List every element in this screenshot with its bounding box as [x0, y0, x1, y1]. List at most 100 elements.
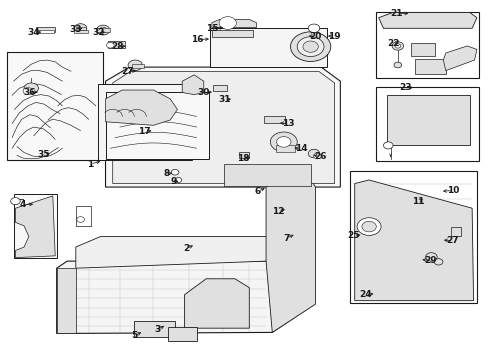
- Bar: [376, 12, 478, 78]
- Bar: [7, 52, 103, 159]
- Circle shape: [425, 253, 436, 261]
- Text: 34: 34: [27, 28, 40, 37]
- Bar: [76, 207, 91, 226]
- Text: 21: 21: [390, 9, 402, 18]
- Bar: [74, 30, 88, 32]
- Text: 5: 5: [131, 332, 137, 341]
- Polygon shape: [182, 75, 203, 95]
- Bar: [449, 226, 460, 237]
- Text: 23: 23: [398, 83, 410, 92]
- Text: 27: 27: [446, 236, 458, 245]
- Circle shape: [276, 136, 290, 147]
- Text: 33: 33: [69, 24, 82, 33]
- Bar: [263, 117, 285, 123]
- Bar: [134, 321, 175, 337]
- Circle shape: [393, 62, 401, 68]
- Text: 20: 20: [308, 32, 321, 41]
- Text: 36: 36: [23, 88, 36, 97]
- Bar: [39, 30, 54, 33]
- Circle shape: [24, 83, 39, 94]
- Circle shape: [391, 42, 403, 50]
- Circle shape: [74, 24, 87, 33]
- Text: 27: 27: [121, 67, 133, 76]
- Circle shape: [106, 42, 114, 48]
- Bar: [105, 92, 208, 159]
- Text: 22: 22: [386, 39, 399, 48]
- Text: 7: 7: [283, 234, 289, 243]
- Circle shape: [175, 177, 182, 183]
- Text: 31: 31: [218, 95, 230, 104]
- Polygon shape: [105, 90, 177, 125]
- Bar: [132, 64, 143, 68]
- Text: 28: 28: [111, 42, 123, 51]
- Circle shape: [128, 60, 142, 71]
- Circle shape: [433, 259, 442, 265]
- Text: 18: 18: [237, 154, 249, 163]
- Polygon shape: [57, 261, 313, 333]
- Text: 29: 29: [423, 256, 436, 265]
- Text: 8: 8: [163, 169, 170, 178]
- Text: 6: 6: [254, 187, 261, 196]
- Bar: [410, 44, 434, 56]
- Polygon shape: [16, 196, 55, 258]
- Text: 17: 17: [138, 127, 151, 136]
- Circle shape: [11, 198, 20, 205]
- Bar: [376, 86, 478, 161]
- Text: 32: 32: [92, 28, 104, 37]
- Text: 9: 9: [170, 177, 176, 186]
- Bar: [167, 327, 196, 341]
- Text: 16: 16: [191, 35, 203, 44]
- Bar: [209, 28, 327, 67]
- Polygon shape: [211, 19, 256, 28]
- Bar: [275, 145, 294, 152]
- Polygon shape: [354, 180, 472, 301]
- Polygon shape: [105, 67, 340, 187]
- Circle shape: [270, 132, 297, 152]
- Text: 24: 24: [358, 290, 371, 299]
- Text: 12: 12: [271, 207, 284, 216]
- Text: 11: 11: [411, 197, 424, 206]
- Text: 26: 26: [313, 152, 326, 161]
- Text: 4: 4: [20, 200, 26, 209]
- Bar: [213, 85, 226, 91]
- Polygon shape: [57, 268, 76, 333]
- Bar: [211, 30, 252, 37]
- Circle shape: [96, 25, 110, 35]
- Text: 14: 14: [294, 144, 307, 153]
- Bar: [349, 171, 476, 303]
- Circle shape: [99, 27, 107, 33]
- Polygon shape: [378, 12, 476, 28]
- Circle shape: [303, 41, 318, 52]
- Circle shape: [171, 170, 179, 175]
- Circle shape: [297, 37, 324, 57]
- Text: 15: 15: [205, 24, 218, 33]
- Circle shape: [307, 149, 319, 158]
- Polygon shape: [386, 95, 469, 145]
- Bar: [98, 84, 191, 159]
- Text: 30: 30: [197, 88, 209, 97]
- Circle shape: [77, 217, 84, 222]
- Circle shape: [219, 17, 236, 30]
- Circle shape: [307, 24, 319, 32]
- Text: 10: 10: [446, 186, 458, 195]
- Circle shape: [394, 44, 400, 48]
- Text: 13: 13: [282, 119, 294, 128]
- Polygon shape: [224, 164, 310, 186]
- Circle shape: [356, 218, 380, 235]
- Text: 3: 3: [154, 325, 160, 334]
- Text: 25: 25: [347, 231, 359, 240]
- Text: 35: 35: [37, 150, 49, 159]
- Polygon shape: [184, 279, 249, 328]
- Polygon shape: [112, 71, 334, 184]
- Circle shape: [313, 153, 321, 159]
- Text: 1: 1: [87, 159, 93, 168]
- Text: 2: 2: [183, 244, 189, 253]
- Circle shape: [383, 142, 392, 149]
- Bar: [414, 59, 445, 74]
- Text: 19: 19: [327, 32, 340, 41]
- Circle shape: [23, 87, 33, 95]
- Polygon shape: [76, 237, 282, 268]
- Circle shape: [361, 221, 376, 232]
- Polygon shape: [265, 176, 315, 332]
- Bar: [76, 27, 86, 30]
